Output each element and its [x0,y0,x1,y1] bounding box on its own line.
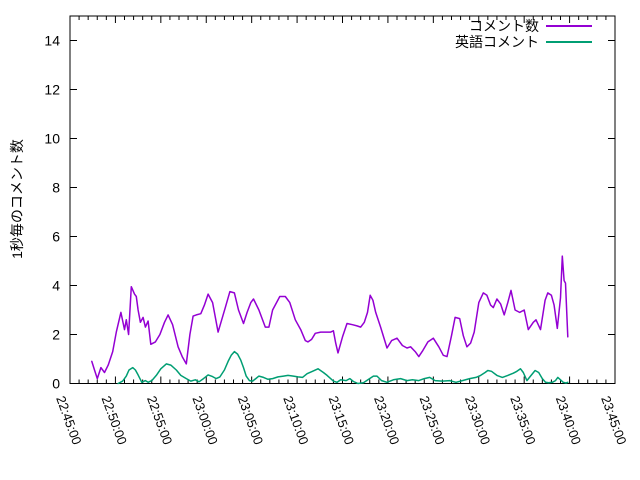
x-tick-label: 22:55:00 [144,394,175,447]
legend-line-sample [546,41,592,43]
x-tick-label: 23:15:00 [326,394,357,447]
x-tick-label: 23:10:00 [280,394,311,447]
legend: コメント数 英語コメント [455,18,592,50]
x-tick-label: 23:25:00 [417,394,448,447]
x-tick-label: 23:45:00 [598,394,629,447]
y-tick-label: 10 [44,131,60,147]
x-tick-label: 23:35:00 [507,394,538,447]
y-tick-label: 4 [52,278,60,294]
x-tick-label: 23:00:00 [189,394,220,447]
y-tick-label: 12 [44,82,60,98]
legend-line-sample [546,25,592,27]
y-tick-label: 14 [44,33,60,49]
x-tick-label: 23:20:00 [371,394,402,447]
x-tick-label: 23:30:00 [462,394,493,447]
y-tick-label: 0 [52,376,60,392]
y-axis-title: 1秒毎のコメント数 [9,139,25,259]
x-tick-label: 23:05:00 [235,394,266,447]
x-tick-label: 22:50:00 [99,394,130,447]
x-tick-label: 22:45:00 [53,394,84,447]
y-tick-label: 2 [52,327,60,343]
x-tick-label: 23:40:00 [553,394,584,447]
series-line-1 [117,350,569,385]
legend-item: 英語コメント [455,34,592,50]
legend-item: コメント数 [455,18,592,34]
series-line-0 [91,255,569,380]
legend-label: コメント数 [469,18,539,34]
y-tick-label: 6 [52,229,60,245]
legend-label: 英語コメント [455,34,539,50]
y-tick-label: 8 [52,180,60,196]
plot-frame [69,15,616,384]
